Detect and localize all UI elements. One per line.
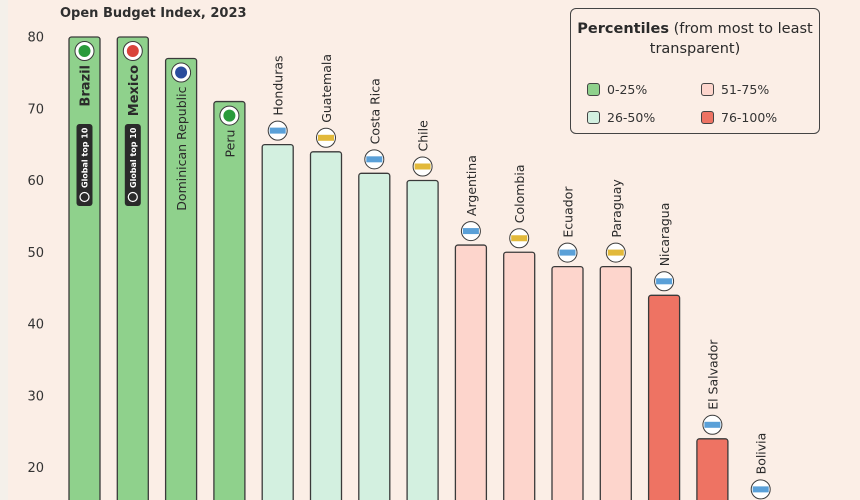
legend-swatch-76-100 (701, 111, 714, 124)
y-tick-label: 60 (27, 174, 44, 189)
category-label-mexico: Mexico (127, 65, 142, 116)
legend-item-76-100: 76-100% (701, 110, 777, 125)
flag-nicaragua-stripe-icon (656, 278, 673, 285)
bar-el-salvador (696, 438, 729, 500)
bar-argentina (454, 244, 488, 500)
flag-colombia-stripe-icon (511, 235, 528, 242)
flag-ecuador-stripe-icon (559, 249, 576, 256)
category-label-bolivia: Bolivia (754, 433, 769, 475)
bar-peru (213, 100, 246, 500)
legend-title-bold: Percentiles (577, 21, 669, 37)
chart-title: Open Budget Index, 2023 (60, 6, 247, 21)
y-tick-label: 20 (27, 461, 44, 476)
flag-argentina-stripe-icon (462, 228, 479, 235)
bar-dominican-republic (164, 57, 198, 500)
category-label-costa-rica: Costa Rica (367, 78, 382, 144)
legend-label-51-75: 51-75% (721, 82, 770, 97)
flag-guatemala-stripe-icon (318, 134, 334, 141)
y-tick-label: 70 (27, 102, 44, 117)
flag-dominican-republic-emblem-icon (175, 66, 188, 79)
flag-bolivia-stripe-icon (752, 486, 769, 493)
y-tick-label: 80 (27, 31, 44, 46)
legend-label-0-25: 0-25% (607, 82, 648, 97)
legend-label-26-50: 26-50% (607, 110, 656, 125)
star-icon (79, 191, 90, 203)
legend-swatch-51-75 (701, 83, 714, 96)
flag-brazil-emblem-icon (78, 45, 91, 57)
flag-el-salvador-stripe-icon (704, 421, 721, 428)
flag-costa-rica-stripe-icon (366, 156, 383, 163)
category-label-peru: Peru (222, 130, 237, 158)
flag-honduras-stripe-icon (269, 127, 286, 134)
legend-title: Percentiles (from most to least transpar… (571, 19, 819, 59)
global-top-10-badge (124, 124, 141, 206)
legend-swatch-26-50 (587, 111, 600, 124)
category-label-chile: Chile (416, 120, 431, 152)
legend-title-rest: (from most to least transparent) (649, 21, 813, 57)
y-tick-label: 50 (27, 246, 44, 261)
global-top-10-text: Global top 10 (129, 127, 138, 188)
legend-item-26-50: 26-50% (587, 110, 655, 125)
bar-colombia (503, 251, 536, 500)
global-top-10-text: Global top 10 (81, 127, 90, 188)
legend-item-0-25: 0-25% (587, 82, 647, 97)
flag-mexico-emblem-icon (126, 45, 139, 57)
bar-ecuador (551, 265, 584, 500)
legend-label-76-100: 76-100% (721, 110, 778, 125)
category-label-el-salvador: El Salvador (705, 339, 720, 410)
legend: Percentiles (from most to least transpar… (570, 8, 820, 134)
category-label-dominican-republic: Dominican Republic (174, 86, 189, 210)
global-top-10-badge (76, 124, 93, 206)
bar-nicaragua (647, 294, 681, 500)
flag-peru-emblem-icon (223, 109, 236, 122)
category-label-guatemala: Guatemala (319, 54, 334, 123)
category-label-paraguay: Paraguay (609, 179, 624, 238)
category-label-argentina: Argentina (464, 155, 479, 216)
legend-item-51-75: 51-75% (701, 82, 769, 97)
category-label-honduras: Honduras (271, 55, 286, 115)
bar-costa-rica (358, 172, 391, 500)
legend-swatch-0-25 (587, 83, 600, 96)
left-frame-strip (0, 0, 8, 500)
bar-guatemala (309, 151, 343, 500)
flag-chile-stripe-icon (414, 163, 431, 170)
y-tick-label: 40 (27, 318, 44, 333)
category-label-ecuador: Ecuador (561, 186, 576, 238)
category-label-brazil: Brazil (79, 65, 94, 107)
category-label-colombia: Colombia (512, 165, 527, 224)
bar-honduras (261, 143, 294, 500)
category-label-nicaragua: Nicaragua (657, 203, 672, 267)
flag-paraguay-stripe-icon (607, 249, 624, 256)
bar-paraguay (599, 265, 632, 500)
bar-chile (406, 179, 439, 500)
star-icon (127, 191, 138, 203)
y-tick-label: 30 (27, 389, 44, 404)
